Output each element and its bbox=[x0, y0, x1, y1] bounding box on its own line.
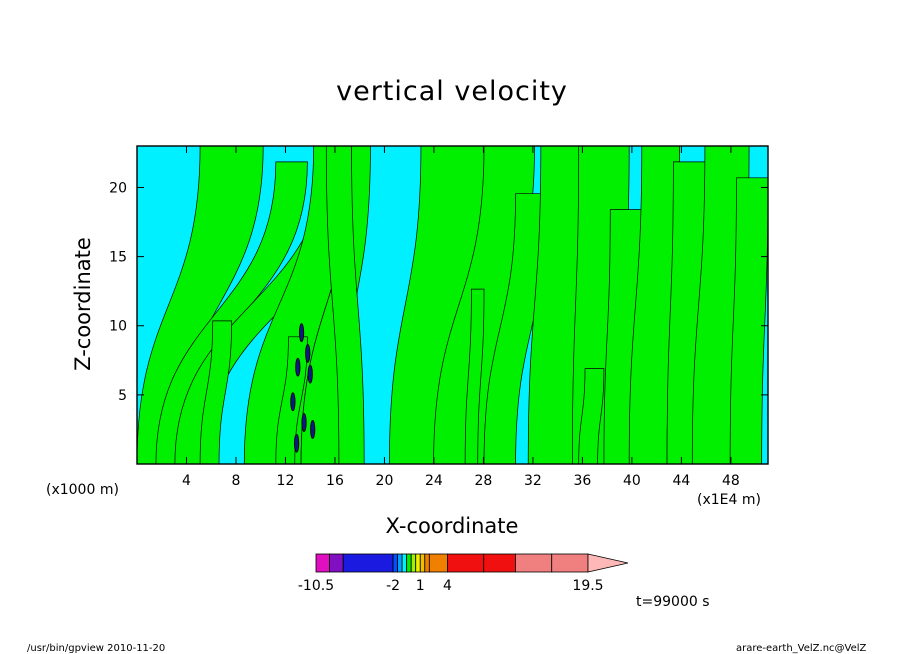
colorbar-segment bbox=[419, 553, 426, 573]
colorbar-segment bbox=[406, 553, 412, 573]
chart-title: vertical velocity bbox=[336, 76, 568, 107]
x-multiplier-label: (x1000 m) bbox=[46, 482, 119, 498]
colorbar-label: 4 bbox=[443, 578, 452, 594]
colorbar-label: -2 bbox=[386, 578, 400, 594]
colorbar-segment bbox=[342, 553, 394, 573]
y-tick-label: 15 bbox=[109, 250, 127, 266]
core-cell bbox=[305, 343, 311, 363]
core-cell bbox=[307, 364, 313, 384]
colorbar-label: -10.5 bbox=[298, 578, 334, 594]
y-tick-label: 10 bbox=[109, 319, 127, 335]
colorbar-segment bbox=[392, 553, 399, 573]
colorbar-segment bbox=[483, 553, 516, 573]
colorbar-segment bbox=[415, 553, 421, 573]
colorbar-segment bbox=[428, 553, 448, 573]
x-tick-label: 48 bbox=[722, 473, 740, 489]
x-tick-label: 16 bbox=[326, 473, 344, 489]
colorbar-segment bbox=[315, 553, 331, 573]
colorbar-label: 1 bbox=[416, 578, 425, 594]
x-tick-label: 20 bbox=[376, 473, 394, 489]
core-cell bbox=[298, 323, 305, 343]
y-tick-label: 5 bbox=[118, 388, 127, 404]
x-tick-label: 8 bbox=[232, 473, 241, 489]
core-cell bbox=[290, 392, 296, 412]
colorbar-segment bbox=[551, 553, 589, 573]
colorbar-segment bbox=[329, 553, 344, 573]
y-axis-ticks: 5 10 15 20 bbox=[109, 180, 768, 404]
contour-band bbox=[464, 288, 485, 464]
plot-frame bbox=[136, 145, 769, 465]
colorbar-label: 19.5 bbox=[572, 578, 603, 594]
contour-band bbox=[199, 320, 233, 464]
x-unit-label: (x1E4 m) bbox=[697, 492, 761, 508]
colorbar-segment bbox=[515, 553, 553, 573]
colorbar-segment bbox=[401, 553, 408, 573]
contour-band bbox=[578, 368, 605, 464]
x-tick-label: 24 bbox=[425, 473, 443, 489]
x-tick-label: 12 bbox=[277, 473, 295, 489]
x-tick-label: 40 bbox=[623, 473, 641, 489]
core-cell bbox=[301, 413, 307, 432]
footer-right: arare-earth_VelZ.nc@VelZ bbox=[736, 643, 867, 654]
colorbar-segment bbox=[410, 553, 417, 573]
core-cell bbox=[295, 357, 301, 377]
x-axis-title: X-coordinate bbox=[385, 514, 519, 538]
y-axis-title: Z-coordinate bbox=[71, 237, 95, 371]
contour-band bbox=[729, 177, 768, 464]
colorbar-segment bbox=[424, 553, 430, 573]
y-tick-label: 20 bbox=[109, 180, 127, 196]
contour-bands bbox=[137, 146, 768, 464]
core-cell bbox=[310, 420, 316, 439]
x-tick-label: 36 bbox=[573, 473, 591, 489]
x-tick-label: 32 bbox=[524, 473, 542, 489]
colorbar-segment bbox=[397, 553, 403, 573]
footer-left: /usr/bin/gpview 2010-11-20 bbox=[27, 643, 166, 654]
colorbar: -10.5 -2 1 4 19.5 bbox=[298, 553, 629, 594]
x-axis-ticks: 4 8 12 16 20 24 28 32 36 40 44 48 bbox=[182, 146, 740, 489]
contour-band bbox=[325, 146, 365, 464]
core-cell bbox=[294, 433, 300, 453]
x-tick-label: 28 bbox=[475, 473, 493, 489]
time-label: t=99000 s bbox=[636, 594, 710, 610]
colorbar-segment bbox=[447, 553, 485, 573]
x-tick-label: 4 bbox=[182, 473, 191, 489]
x-tick-label: 44 bbox=[672, 473, 690, 489]
plot-area bbox=[136, 145, 769, 465]
colorbar-extend bbox=[587, 553, 629, 573]
